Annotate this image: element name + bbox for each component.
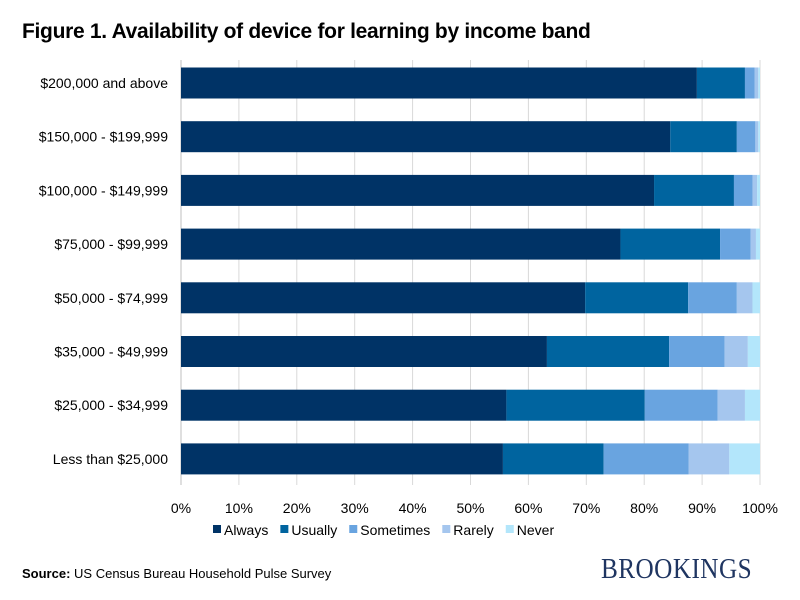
bar-segment-rarely [717, 389, 745, 421]
bar-segment-sometimes [669, 336, 725, 367]
x-tick-label: 30% [341, 500, 369, 516]
x-tick-label: 20% [283, 500, 311, 516]
bar-segment-usually [670, 121, 737, 153]
bar-segment-sometimes [744, 67, 755, 99]
bar-segment-sometimes [688, 282, 737, 314]
x-tick-label: 60% [514, 500, 542, 516]
x-tick-label: 70% [572, 500, 600, 516]
x-tick-label: 90% [688, 500, 716, 516]
x-tick-label: 50% [456, 500, 484, 516]
y-category-label: $50,000 - $74,999 [54, 290, 168, 306]
bar-segment-usually [620, 228, 721, 260]
source-note: Source: US Census Bureau Household Pulse… [22, 566, 331, 581]
bar-segment-sometimes [736, 121, 756, 153]
bar-segment-usually [546, 336, 670, 367]
bar-segment-sometimes [603, 443, 689, 475]
bar-segment-usually [696, 67, 745, 99]
legend-label: Usually [291, 522, 337, 538]
bar-segment-sometimes [733, 174, 753, 206]
bar-segment-never [757, 174, 760, 206]
bar-segment-rarely [688, 443, 730, 475]
y-category-label: $35,000 - $49,999 [54, 344, 168, 360]
y-category-label: $25,000 - $34,999 [54, 397, 168, 413]
bar-segment-always [181, 67, 697, 99]
chart-title: Figure 1. Availability of device for lea… [22, 20, 591, 43]
bar-segment-rarely [736, 282, 753, 314]
brookings-logo: BROOKINGS [601, 554, 753, 585]
x-tick-label: 100% [742, 500, 778, 516]
bar-segment-always [181, 282, 586, 314]
bar-segment-rarely [750, 228, 756, 260]
legend-label: Sometimes [360, 522, 430, 538]
bar-segment-never [755, 228, 760, 260]
bar-segment-rarely [755, 121, 759, 153]
bar-segment-always [181, 443, 503, 475]
source-text: US Census Bureau Household Pulse Survey [74, 566, 332, 581]
y-category-label: $100,000 - $149,999 [39, 182, 168, 198]
bar-segment-rarely [724, 336, 748, 367]
x-tick-label: 0% [171, 500, 191, 516]
legend-swatch-usually [280, 525, 289, 533]
bar-segment-usually [502, 443, 604, 475]
legend-swatch-sometimes [349, 525, 358, 533]
bar-segment-always [181, 121, 671, 153]
bar-segment-never [744, 389, 760, 421]
bar-segment-always [181, 336, 547, 367]
legend-label: Rarely [453, 522, 493, 538]
bar-segment-never [729, 443, 760, 475]
bar-segment-never [758, 121, 760, 153]
legend-swatch-never [505, 525, 514, 533]
x-tick-label: 10% [225, 500, 253, 516]
y-category-label: $75,000 - $99,999 [54, 236, 168, 252]
bar-segment-never [747, 336, 760, 367]
legend-label: Always [224, 522, 268, 538]
legend-swatch-always [213, 525, 221, 533]
bar-segment-never [752, 282, 760, 314]
bar-segment-sometimes [644, 389, 718, 421]
bar-segment-always [181, 174, 655, 206]
y-category-label: $200,000 and above [40, 75, 168, 91]
bar-segment-always [181, 228, 621, 260]
bar-segment-sometimes [720, 228, 751, 260]
legend-swatch-rarely [442, 525, 451, 533]
x-tick-label: 40% [399, 500, 427, 516]
bar-segment-always [181, 389, 507, 421]
source-label: Source: [22, 566, 71, 581]
bar-segment-never [758, 67, 760, 99]
bar-segment-rarely [754, 67, 759, 99]
y-category-label: Less than $25,000 [53, 451, 168, 467]
x-tick-label: 80% [630, 500, 658, 516]
bar-segment-usually [654, 174, 734, 206]
legend-label: Never [517, 522, 555, 538]
y-category-label: $150,000 - $199,999 [39, 129, 168, 145]
bar-segment-usually [585, 282, 689, 314]
bar-segment-usually [506, 389, 645, 421]
bar-segment-rarely [752, 174, 758, 206]
